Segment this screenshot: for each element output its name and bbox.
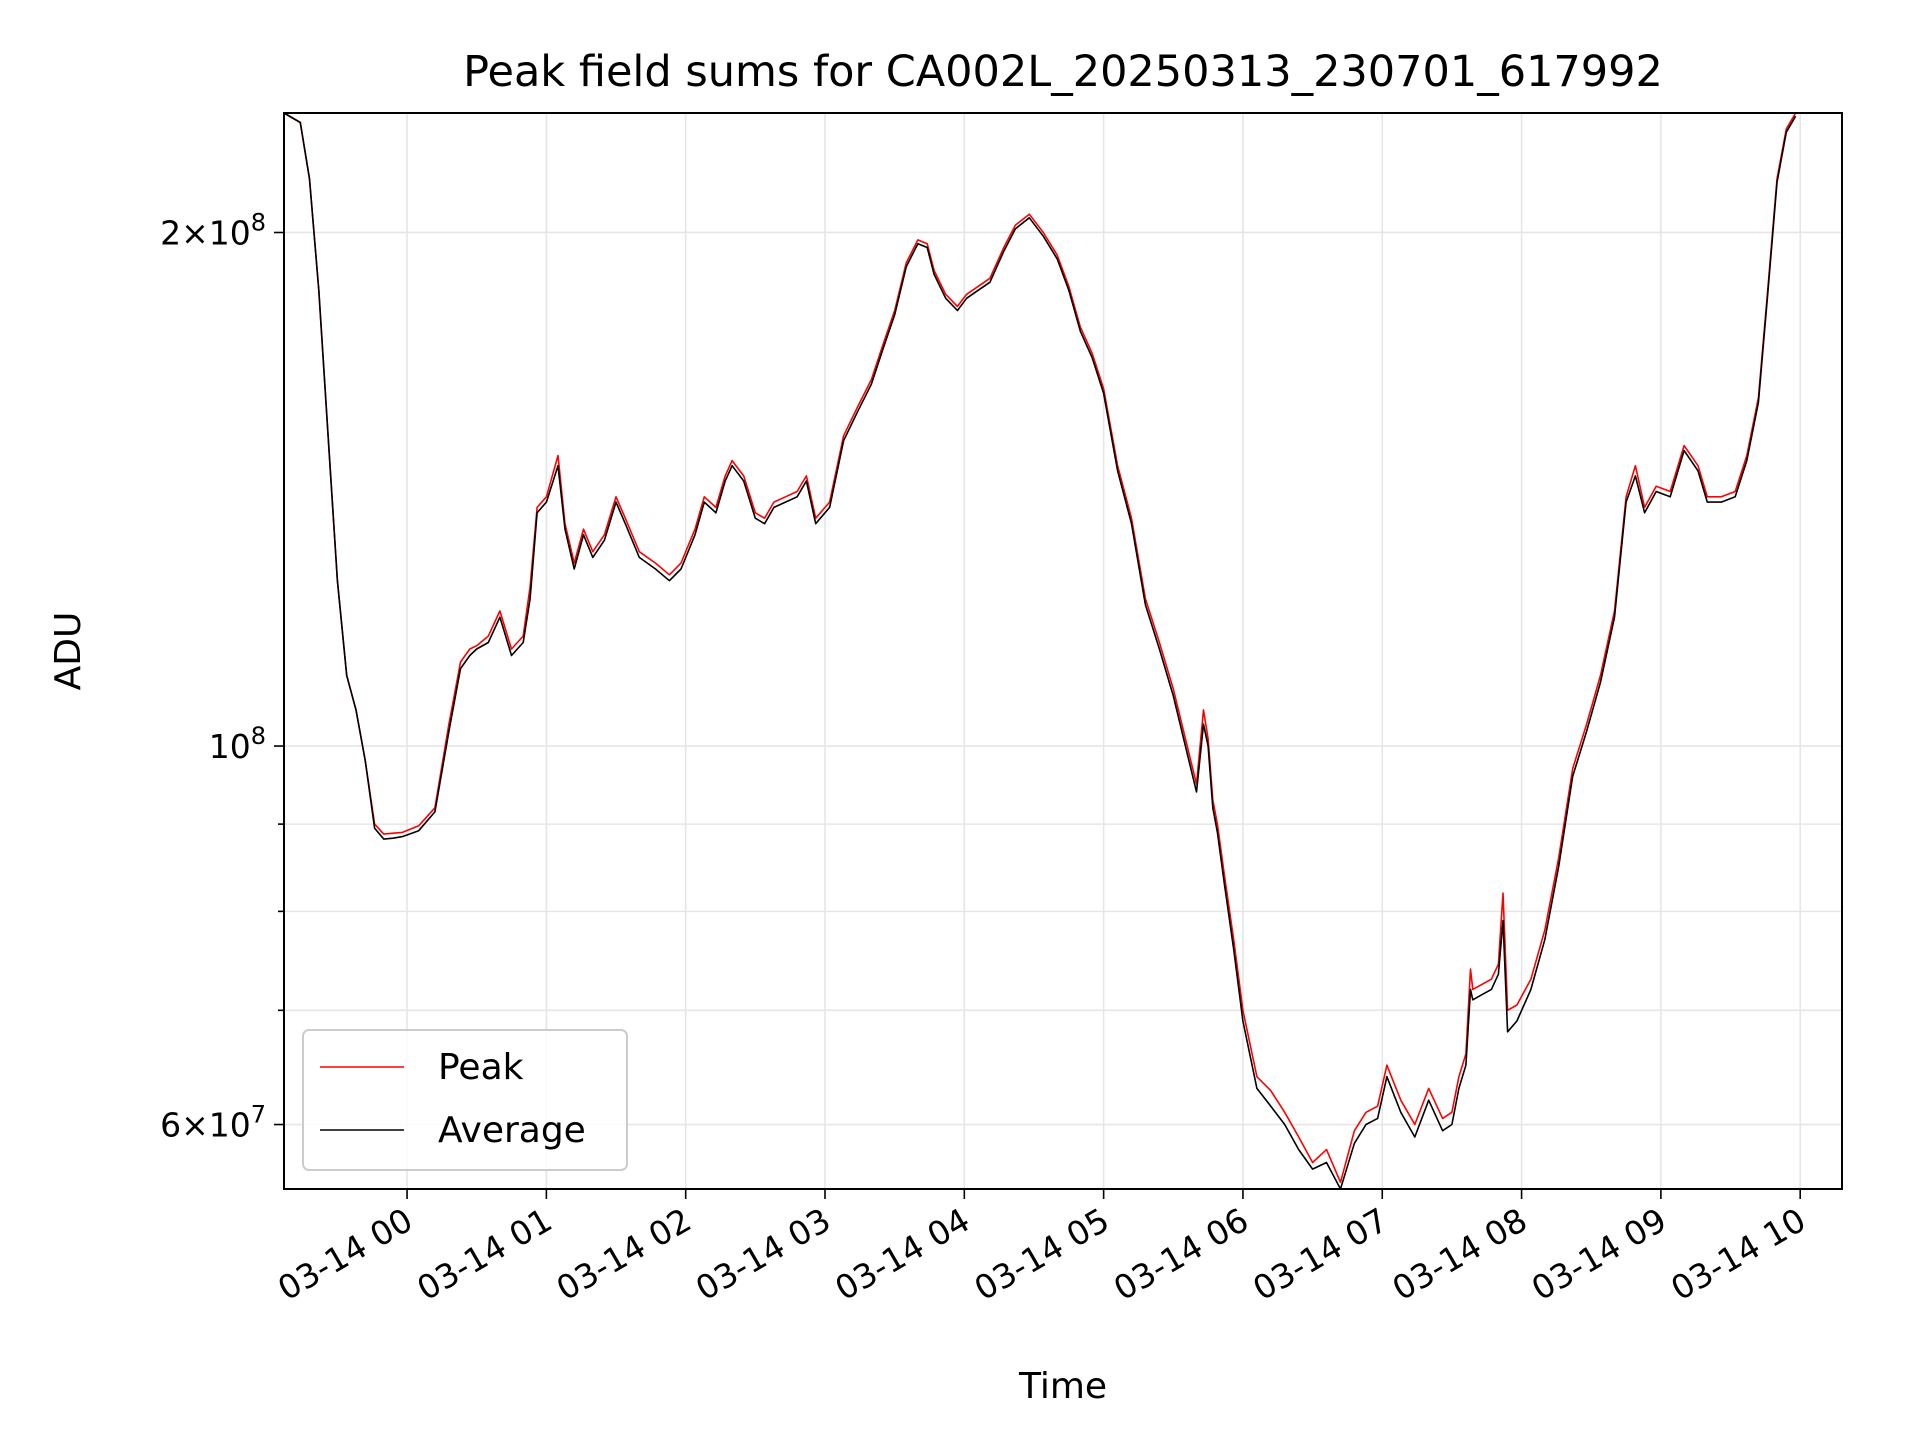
y-tick-label: 6×107 <box>160 1101 266 1145</box>
series-line-peak <box>283 112 1797 1184</box>
legend-box <box>302 1029 628 1171</box>
x-axis-label: Time <box>1018 1366 1107 1407</box>
plot-frame <box>283 112 1843 1190</box>
grid <box>284 113 1842 1189</box>
chart-title: Peak field sums for CA002L_20250313_2307… <box>463 47 1663 97</box>
series-line-average <box>283 112 1797 1190</box>
y-axis-ticks: 6×107 108 2×108 <box>160 208 284 1145</box>
legend-label-average: Average <box>438 1110 586 1151</box>
legend: Peak Average <box>302 1029 628 1171</box>
y-axis-label: ADU <box>48 612 89 691</box>
series-layer <box>283 112 1797 1190</box>
legend-label-peak: Peak <box>438 1047 524 1088</box>
y-tick-label: 2×108 <box>160 208 266 252</box>
y-tick-label: 108 <box>209 722 266 766</box>
